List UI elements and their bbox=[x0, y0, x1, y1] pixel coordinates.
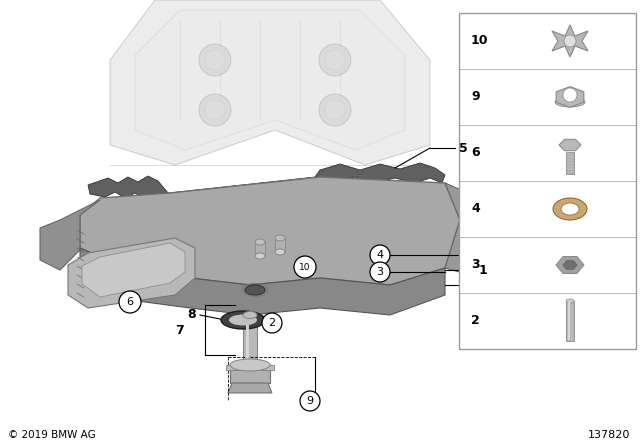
Text: 5: 5 bbox=[459, 142, 468, 155]
Ellipse shape bbox=[255, 239, 265, 245]
Text: 10: 10 bbox=[300, 263, 311, 271]
Polygon shape bbox=[168, 177, 315, 200]
Ellipse shape bbox=[243, 311, 257, 319]
Circle shape bbox=[262, 313, 282, 333]
Text: 9: 9 bbox=[307, 396, 314, 406]
Polygon shape bbox=[228, 383, 272, 393]
Ellipse shape bbox=[561, 203, 579, 215]
Circle shape bbox=[319, 44, 351, 76]
Circle shape bbox=[563, 88, 577, 102]
Text: 9: 9 bbox=[471, 90, 479, 103]
Polygon shape bbox=[243, 315, 257, 365]
Bar bbox=[566, 301, 574, 341]
Text: 137820: 137820 bbox=[588, 430, 630, 440]
Text: 3: 3 bbox=[376, 267, 383, 277]
Circle shape bbox=[205, 100, 225, 120]
Text: 4: 4 bbox=[376, 250, 383, 260]
Polygon shape bbox=[556, 257, 584, 273]
Circle shape bbox=[205, 50, 225, 70]
Circle shape bbox=[199, 44, 231, 76]
Bar bbox=[566, 152, 574, 174]
Text: 1: 1 bbox=[479, 263, 488, 276]
Polygon shape bbox=[68, 238, 195, 308]
Text: 3: 3 bbox=[471, 258, 479, 271]
Ellipse shape bbox=[255, 253, 265, 259]
Polygon shape bbox=[88, 176, 168, 200]
Bar bbox=[459, 13, 636, 349]
Text: 2: 2 bbox=[268, 318, 276, 328]
Circle shape bbox=[119, 291, 141, 313]
Text: 8: 8 bbox=[188, 309, 196, 322]
Text: © 2019 BMW AG: © 2019 BMW AG bbox=[8, 430, 96, 440]
Ellipse shape bbox=[555, 97, 585, 107]
Ellipse shape bbox=[229, 314, 257, 326]
Text: 6: 6 bbox=[127, 297, 134, 307]
Polygon shape bbox=[230, 365, 270, 383]
Circle shape bbox=[325, 100, 345, 120]
Polygon shape bbox=[40, 200, 100, 270]
Ellipse shape bbox=[245, 285, 265, 295]
Text: 10: 10 bbox=[471, 34, 488, 47]
Polygon shape bbox=[275, 238, 285, 252]
Polygon shape bbox=[556, 86, 584, 108]
Text: 2: 2 bbox=[471, 314, 480, 327]
Circle shape bbox=[300, 391, 320, 411]
Polygon shape bbox=[135, 10, 405, 150]
Polygon shape bbox=[563, 261, 577, 269]
Ellipse shape bbox=[275, 235, 285, 241]
Circle shape bbox=[325, 50, 345, 70]
Polygon shape bbox=[552, 25, 588, 57]
Ellipse shape bbox=[221, 311, 265, 329]
Polygon shape bbox=[445, 183, 490, 275]
Text: 6: 6 bbox=[471, 146, 479, 159]
Polygon shape bbox=[255, 242, 265, 256]
Polygon shape bbox=[80, 177, 460, 285]
Ellipse shape bbox=[275, 249, 285, 255]
Polygon shape bbox=[80, 248, 445, 315]
Circle shape bbox=[564, 35, 576, 47]
Circle shape bbox=[199, 94, 231, 126]
Text: 4: 4 bbox=[471, 202, 480, 215]
Polygon shape bbox=[315, 163, 445, 183]
Ellipse shape bbox=[566, 299, 574, 303]
Circle shape bbox=[294, 256, 316, 278]
Ellipse shape bbox=[230, 359, 270, 371]
Polygon shape bbox=[559, 139, 581, 151]
Ellipse shape bbox=[553, 198, 587, 220]
Circle shape bbox=[319, 94, 351, 126]
Circle shape bbox=[370, 262, 390, 282]
Polygon shape bbox=[110, 0, 430, 165]
Polygon shape bbox=[226, 365, 274, 370]
Text: 7: 7 bbox=[175, 323, 184, 336]
Circle shape bbox=[370, 245, 390, 265]
Polygon shape bbox=[82, 243, 185, 297]
